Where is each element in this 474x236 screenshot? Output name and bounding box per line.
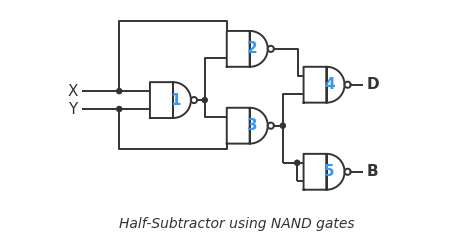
Text: 1: 1 — [170, 93, 181, 108]
Circle shape — [202, 97, 207, 103]
Polygon shape — [268, 123, 274, 129]
Text: Y: Y — [69, 101, 78, 117]
Circle shape — [280, 123, 285, 128]
Text: Half-Subtractor using NAND gates: Half-Subtractor using NAND gates — [119, 217, 355, 231]
Polygon shape — [345, 169, 351, 175]
Text: 2: 2 — [247, 41, 258, 56]
Polygon shape — [191, 97, 197, 103]
Polygon shape — [345, 82, 351, 88]
Circle shape — [295, 160, 300, 165]
Text: 3: 3 — [247, 118, 258, 133]
Text: B: B — [366, 164, 378, 179]
Polygon shape — [268, 46, 274, 52]
Text: 5: 5 — [324, 164, 335, 179]
Polygon shape — [227, 31, 268, 67]
Circle shape — [117, 106, 122, 112]
Polygon shape — [303, 154, 345, 190]
Polygon shape — [303, 67, 345, 103]
Text: X: X — [68, 84, 78, 99]
Polygon shape — [150, 82, 191, 118]
Text: 4: 4 — [324, 77, 335, 92]
Circle shape — [117, 88, 122, 94]
Polygon shape — [227, 108, 268, 143]
Text: D: D — [366, 77, 379, 92]
